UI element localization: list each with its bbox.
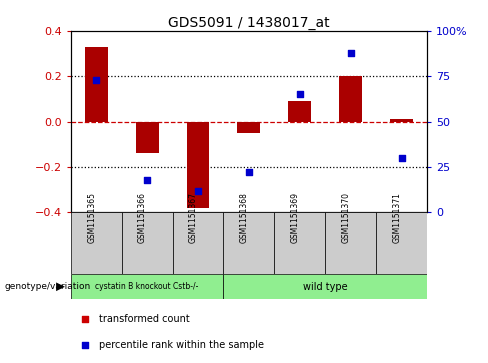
Bar (71, 212, 122, 274)
Bar (224, 212, 274, 274)
Point (81, 316, 89, 322)
Text: GSM1151368: GSM1151368 (240, 192, 249, 243)
Text: GSM1151365: GSM1151365 (87, 192, 96, 243)
Bar (224, 274, 427, 299)
Polygon shape (56, 282, 65, 291)
Bar (339, 76, 362, 122)
Text: GSM1151369: GSM1151369 (291, 192, 300, 243)
Text: cystatin B knockout Cstb-/-: cystatin B knockout Cstb-/- (96, 282, 199, 291)
Bar (136, 122, 159, 153)
Bar (238, 122, 260, 133)
Text: GSM1151366: GSM1151366 (138, 192, 147, 243)
Bar (390, 119, 413, 122)
Bar (71, 274, 224, 299)
Text: wild type: wild type (303, 282, 347, 292)
Bar (122, 212, 173, 274)
Point (81, 342, 89, 347)
Text: genotype/variation: genotype/variation (5, 282, 91, 291)
Point (347, 50, 355, 56)
Bar (376, 212, 427, 274)
Bar (186, 122, 209, 208)
Point (194, 188, 202, 193)
Point (245, 170, 253, 175)
Point (92, 77, 100, 83)
Text: percentile rank within the sample: percentile rank within the sample (99, 339, 264, 350)
Text: GSM1151370: GSM1151370 (342, 192, 351, 243)
Text: transformed count: transformed count (99, 314, 190, 324)
Point (296, 91, 304, 97)
Bar (85, 47, 108, 122)
Text: GSM1151367: GSM1151367 (189, 192, 198, 243)
Bar (274, 212, 325, 274)
Text: GSM1151371: GSM1151371 (392, 192, 402, 243)
Bar (288, 101, 311, 122)
Bar (173, 212, 224, 274)
Bar (325, 212, 376, 274)
Point (398, 155, 406, 161)
Title: GDS5091 / 1438017_at: GDS5091 / 1438017_at (168, 16, 330, 30)
Point (143, 177, 151, 183)
